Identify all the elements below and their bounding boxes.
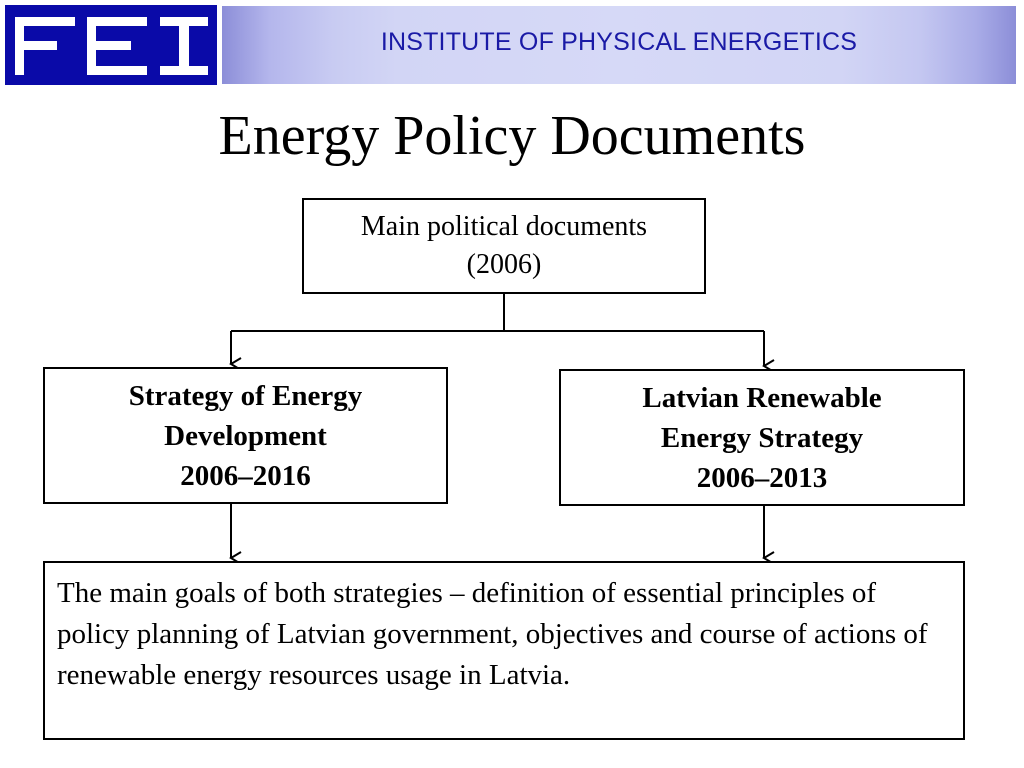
institute-name: INSTITUTE OF PHYSICAL ENERGETICS xyxy=(380,28,858,56)
left-box-line2: Development xyxy=(164,419,327,452)
renewable-energy-strategy-box: Latvian Renewable Energy Strategy 2006–2… xyxy=(559,369,965,506)
left-box-line3: 2006–2016 xyxy=(180,459,311,492)
fei-logo xyxy=(5,5,217,85)
right-box-line3: 2006–2013 xyxy=(696,461,828,494)
right-box-line1: Latvian Renewable xyxy=(642,381,882,414)
energy-development-strategy-box: Strategy of Energy Development 2006–2016 xyxy=(43,367,448,504)
main-goals-box: The main goals of both strategies – defi… xyxy=(43,561,965,740)
slide-title: Energy Policy Documents xyxy=(218,105,806,167)
left-box-line1: Strategy of Energy xyxy=(128,379,363,412)
header-band xyxy=(222,6,1016,84)
top-box-line2: (2006) xyxy=(466,249,542,280)
right-box-line2: Energy Strategy xyxy=(660,421,864,454)
main-political-documents-box: Main political documents (2006) xyxy=(302,198,706,294)
top-box-line1: Main political documents xyxy=(360,211,648,242)
main-goals-text: The main goals of both strategies – defi… xyxy=(57,577,928,691)
